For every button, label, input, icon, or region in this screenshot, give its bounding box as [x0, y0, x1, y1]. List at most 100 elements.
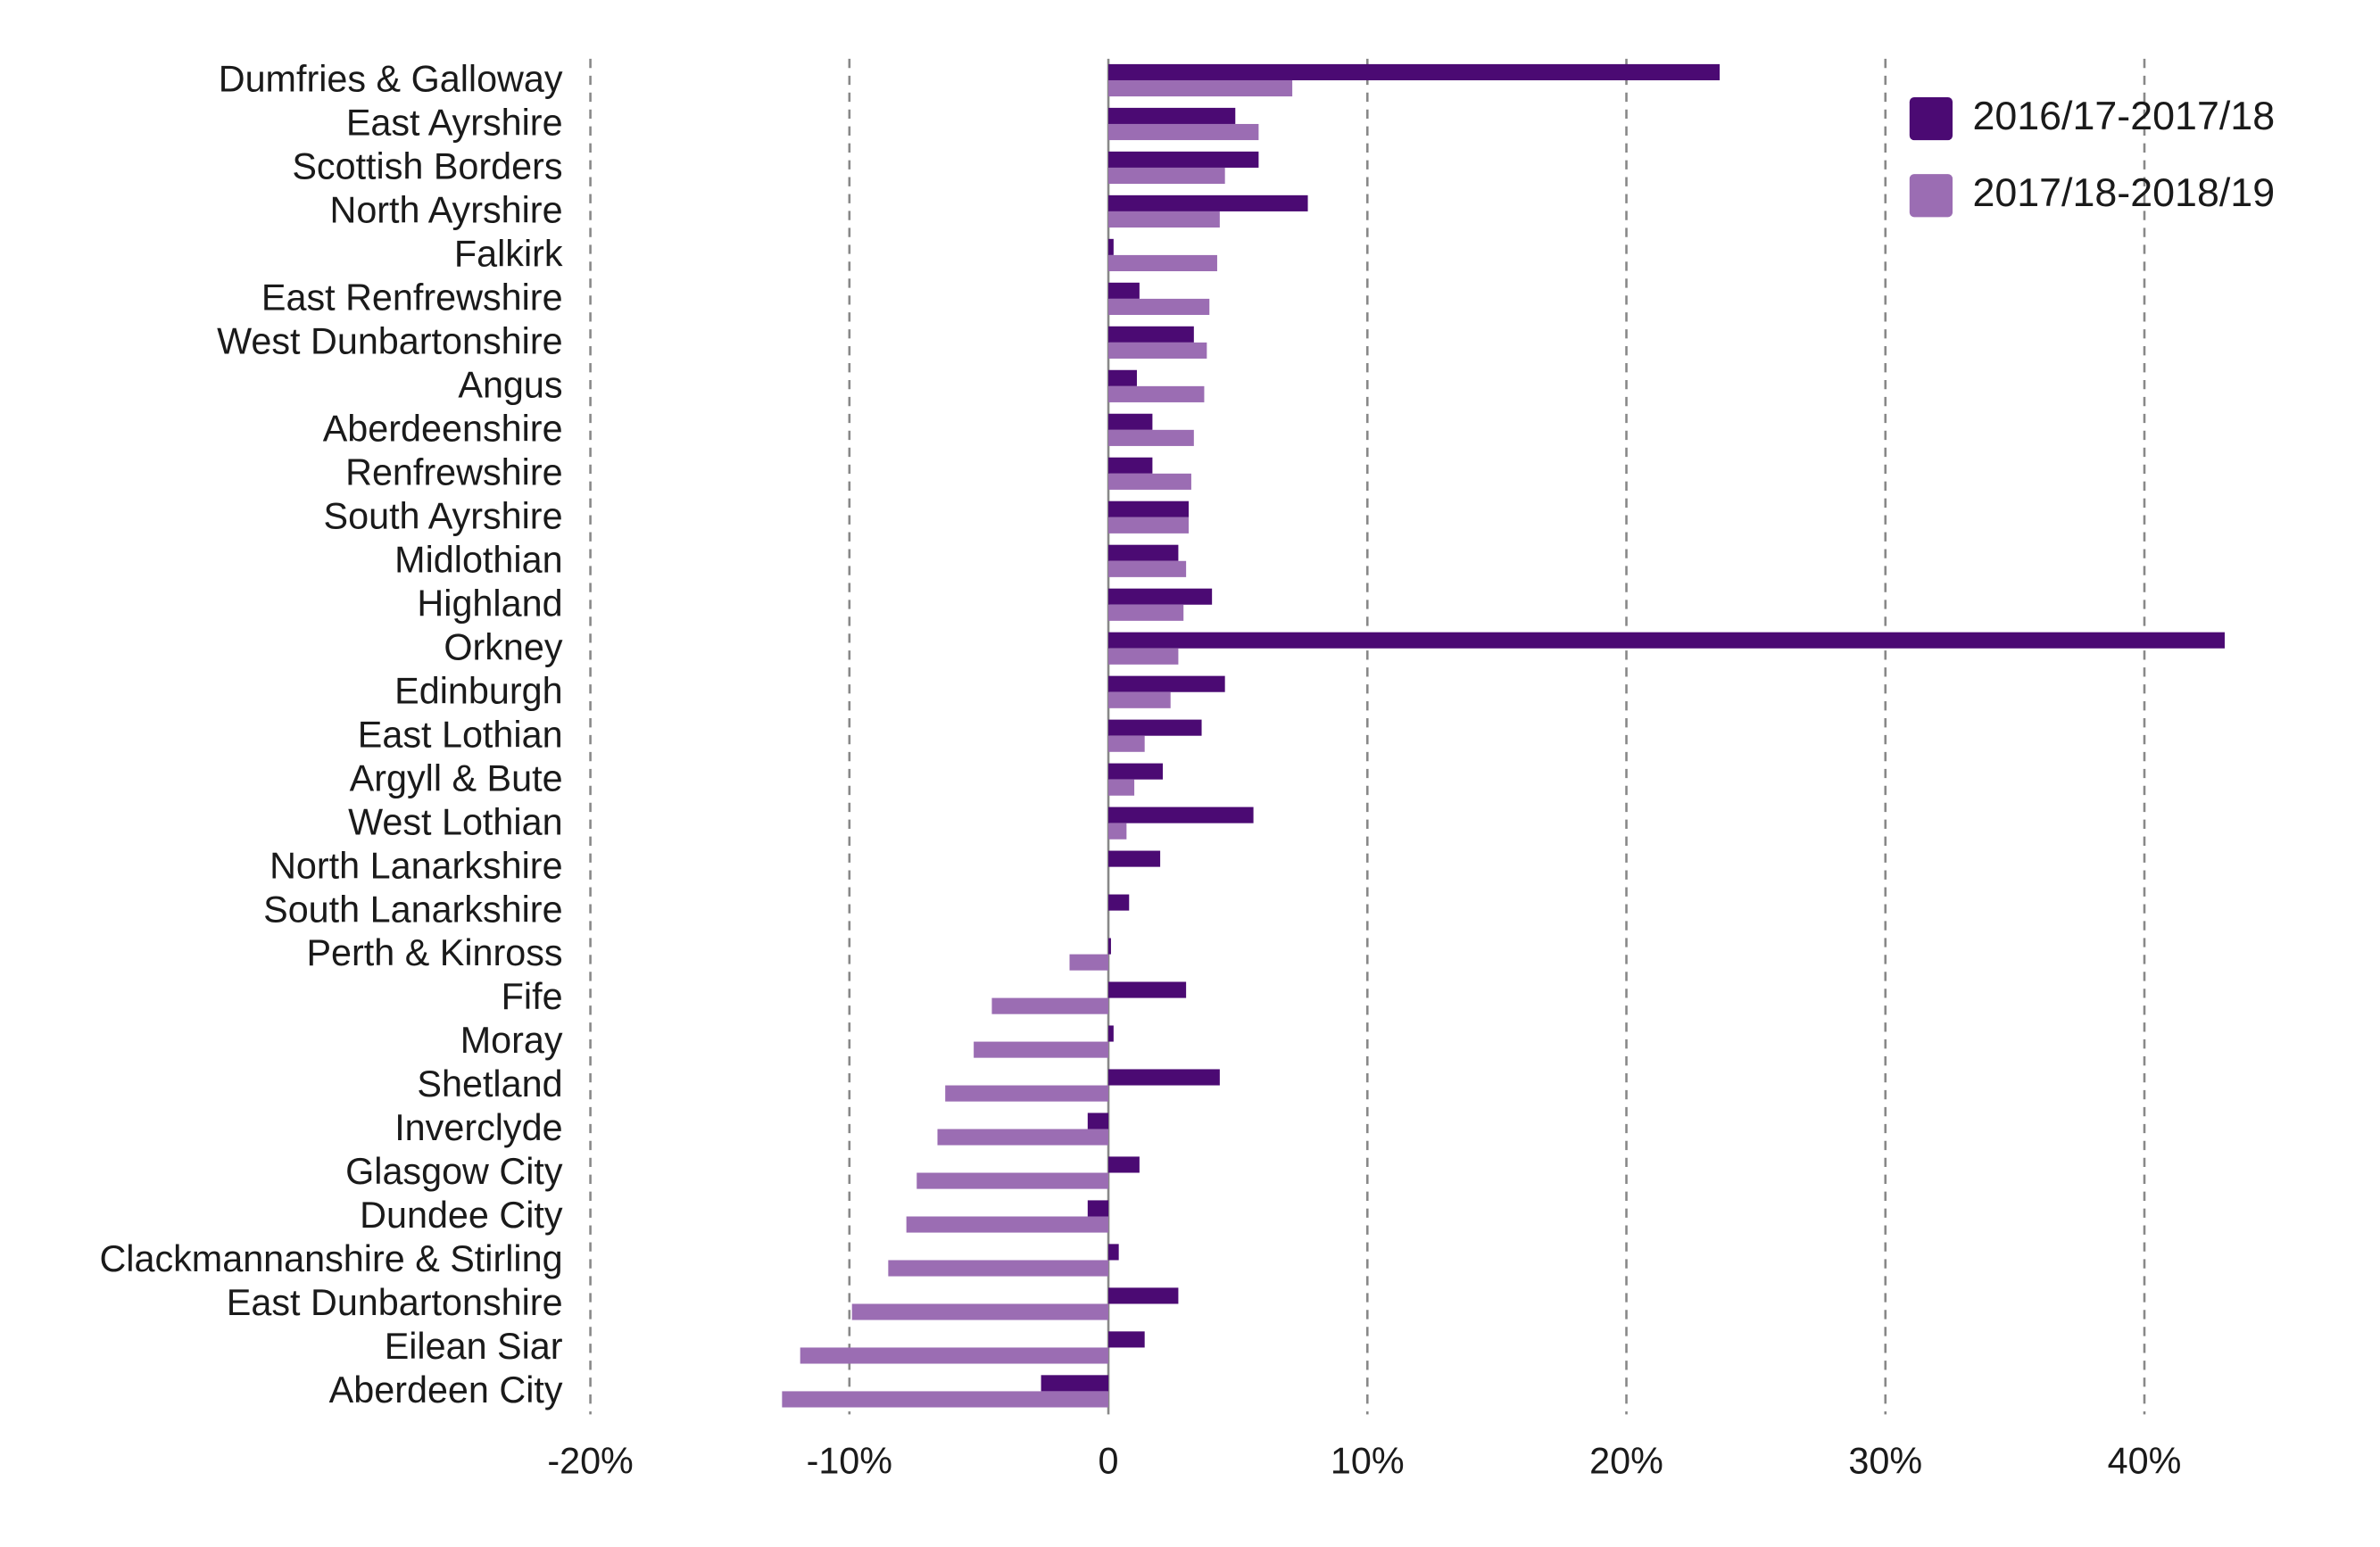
legend-label: 2016/17-2017/18	[1972, 94, 2275, 138]
y-tick-label: Clackmannanshire & Stirling	[99, 1238, 562, 1279]
y-tick-label: East Ayrshire	[346, 103, 563, 144]
bar	[1087, 1113, 1109, 1129]
y-tick-label: Renfrewshire	[345, 451, 562, 492]
y-tick-label: West Dunbartonshire	[217, 321, 562, 362]
bar	[1108, 544, 1179, 561]
bar	[1108, 517, 1190, 534]
bar	[1108, 763, 1164, 780]
bar	[1108, 823, 1127, 840]
bar	[1108, 298, 1210, 315]
bar	[1108, 1287, 1179, 1304]
y-tick-label: Dumfries & Galloway	[219, 59, 563, 100]
bar	[1108, 167, 1225, 185]
y-tick-label: East Dunbartonshire	[227, 1282, 563, 1323]
bar	[1108, 194, 1308, 211]
bar	[1108, 981, 1187, 998]
bar	[1108, 326, 1194, 343]
y-tick-label: Glasgow City	[345, 1151, 563, 1192]
y-tick-label: Angus	[458, 364, 562, 405]
x-tick-label: 30%	[1848, 1440, 1922, 1481]
bar	[1108, 429, 1194, 446]
y-tick-label: Dundee City	[360, 1195, 563, 1236]
bar	[1108, 123, 1259, 141]
bar	[1108, 79, 1293, 97]
bar	[1087, 1200, 1109, 1217]
bar	[782, 1391, 1109, 1408]
y-tick-label: South Ayrshire	[324, 495, 563, 536]
x-tick-label: -10%	[807, 1440, 892, 1481]
bar	[1108, 413, 1153, 430]
legend-swatch	[1909, 174, 1953, 218]
bar	[1108, 588, 1213, 605]
legend-label: 2017/18-2018/19	[1972, 170, 2275, 215]
bar	[1069, 954, 1109, 971]
bar	[906, 1216, 1109, 1233]
y-tick-label: East Lothian	[358, 714, 563, 755]
bar	[1108, 151, 1259, 168]
bar	[937, 1129, 1109, 1146]
x-tick-label: 10%	[1331, 1440, 1405, 1481]
bar	[1108, 282, 1140, 299]
x-tick-label: 40%	[2108, 1440, 2182, 1481]
bar	[1108, 254, 1217, 272]
bar	[1108, 1025, 1114, 1042]
bar	[1108, 107, 1236, 124]
bar	[1108, 604, 1184, 621]
y-tick-label: Moray	[460, 1020, 563, 1061]
x-tick-label: -20%	[547, 1440, 633, 1481]
bar	[945, 1085, 1109, 1102]
y-tick-label: Aberdeen City	[329, 1369, 563, 1410]
bar	[1108, 675, 1225, 692]
bar	[1108, 211, 1220, 228]
y-tick-label: Falkirk	[454, 234, 563, 275]
y-tick-label: West Lothian	[348, 801, 562, 842]
bar	[1108, 63, 1721, 80]
bar	[1108, 1156, 1140, 1173]
bar	[1108, 779, 1135, 796]
bar	[916, 1172, 1109, 1189]
bar	[1108, 632, 2225, 649]
bar	[851, 1303, 1109, 1320]
y-tick-label: Midlothian	[394, 539, 562, 580]
bar	[1108, 938, 1111, 955]
y-tick-label: Aberdeenshire	[323, 408, 563, 449]
y-tick-label: Shetland	[417, 1063, 562, 1104]
y-tick-label: Orkney	[444, 626, 563, 667]
bar	[888, 1260, 1109, 1277]
y-tick-label: North Ayrshire	[329, 190, 562, 231]
bar	[991, 997, 1109, 1014]
y-tick-label: East Renfrewshire	[261, 277, 563, 318]
bar	[800, 1347, 1109, 1364]
x-tick-label: 0	[1099, 1440, 1119, 1481]
y-tick-label: Inverclyde	[394, 1107, 562, 1148]
bar	[1108, 1331, 1145, 1348]
bar	[1108, 369, 1137, 386]
bar	[974, 1041, 1109, 1058]
bar	[1108, 238, 1114, 255]
y-tick-label: South Lanarkshire	[263, 889, 562, 930]
x-tick-label: 20%	[1589, 1440, 1663, 1481]
bar	[1108, 500, 1190, 517]
bar	[1108, 719, 1202, 736]
bar	[1041, 1375, 1109, 1392]
bar	[1108, 648, 1179, 665]
y-tick-label: Scottish Borders	[292, 146, 562, 187]
bar	[1108, 850, 1161, 867]
y-tick-label: Highland	[417, 583, 562, 624]
bar	[1108, 1069, 1220, 1086]
bar	[1108, 457, 1153, 474]
y-tick-label: Eilean Siar	[385, 1326, 563, 1367]
bar	[1108, 1244, 1119, 1261]
y-tick-label: Edinburgh	[394, 670, 562, 711]
legend-swatch	[1909, 96, 1953, 141]
y-tick-label: Fife	[502, 976, 563, 1017]
bar	[1108, 560, 1187, 577]
bar	[1108, 385, 1205, 402]
y-tick-label: Argyll & Bute	[350, 757, 563, 798]
bar	[1108, 735, 1145, 752]
y-tick-label: Perth & Kinross	[306, 932, 562, 973]
bar	[1108, 691, 1171, 708]
bar	[1108, 807, 1254, 823]
bar	[1108, 342, 1207, 359]
